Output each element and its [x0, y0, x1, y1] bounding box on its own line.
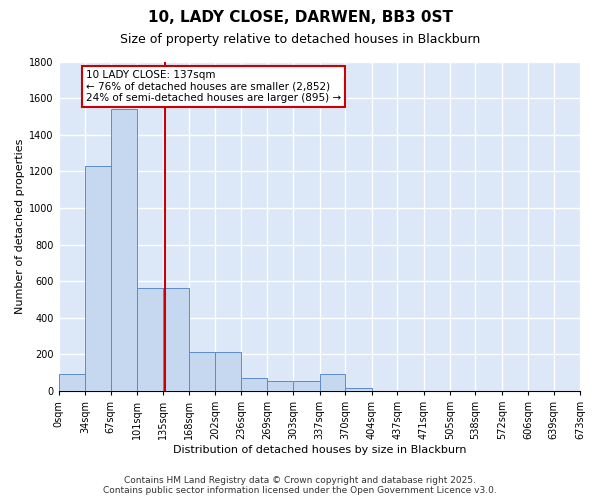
Bar [241, 378, 267, 391]
X-axis label: Distribution of detached houses by size in Blackburn: Distribution of detached houses by size … [173, 445, 466, 455]
Bar [85, 166, 110, 391]
Bar [345, 388, 371, 391]
Bar [137, 288, 163, 391]
Bar [110, 109, 137, 391]
Bar [293, 381, 320, 391]
Bar [59, 374, 85, 391]
Text: 10 LADY CLOSE: 137sqm
← 76% of detached houses are smaller (2,852)
24% of semi-d: 10 LADY CLOSE: 137sqm ← 76% of detached … [86, 70, 341, 103]
Bar [320, 374, 345, 391]
Bar [189, 352, 215, 391]
Y-axis label: Number of detached properties: Number of detached properties [15, 138, 25, 314]
Bar [215, 352, 241, 391]
Text: Size of property relative to detached houses in Blackburn: Size of property relative to detached ho… [120, 32, 480, 46]
Bar [267, 381, 293, 391]
Text: 10, LADY CLOSE, DARWEN, BB3 0ST: 10, LADY CLOSE, DARWEN, BB3 0ST [148, 10, 452, 25]
Text: Contains HM Land Registry data © Crown copyright and database right 2025.
Contai: Contains HM Land Registry data © Crown c… [103, 476, 497, 495]
Bar [163, 288, 189, 391]
